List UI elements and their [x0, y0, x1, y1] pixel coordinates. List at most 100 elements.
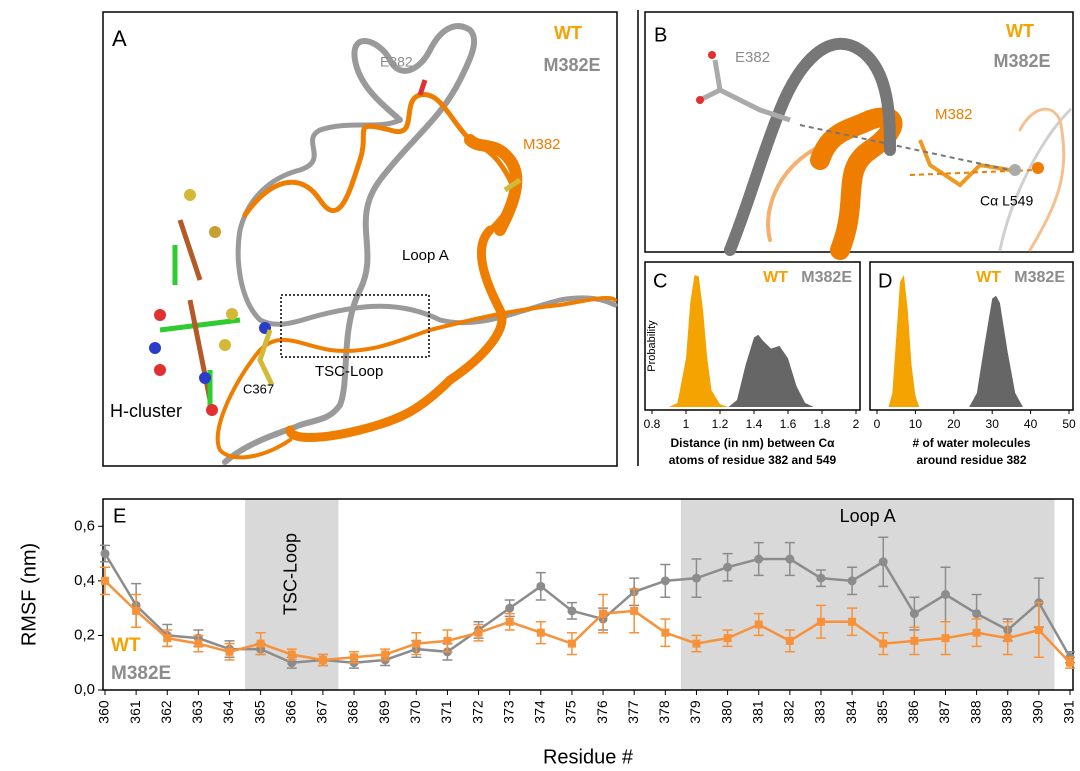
point [506, 618, 514, 626]
x-axis-label: Residue # [543, 746, 634, 768]
point [257, 640, 265, 648]
x-tick-label: 378 [656, 700, 672, 724]
point [101, 577, 109, 585]
x-tick-label: 1.8 [814, 417, 831, 431]
point [755, 621, 763, 629]
point [661, 629, 669, 637]
x-tick-label: 385 [874, 700, 890, 724]
label: E382 [735, 49, 770, 66]
point [443, 637, 451, 645]
point [350, 653, 358, 661]
point [973, 629, 981, 637]
x-axis-label: Distance (in nm) between Cα [670, 436, 835, 450]
x-tick-label: 383 [812, 700, 828, 724]
x-tick-label: 10 [909, 417, 923, 431]
x-tick-label: 389 [998, 700, 1014, 724]
point [848, 576, 857, 585]
x-tick-label: 1 [683, 417, 690, 431]
x-tick-label: 375 [563, 700, 579, 724]
label: Loop A [402, 247, 449, 264]
point [661, 576, 670, 585]
y-tick-label: 0,0 [74, 681, 95, 698]
x-tick-label: 1.2 [712, 417, 729, 431]
point [599, 610, 607, 618]
legend-wt: WT [1006, 21, 1034, 41]
point [816, 574, 825, 583]
legend-entry: M382E [801, 269, 852, 286]
point [381, 651, 389, 659]
x-tick-label: 373 [500, 700, 516, 724]
x-tick-label: 391 [1061, 700, 1077, 724]
y-tick-label: 0,2 [74, 626, 95, 643]
legend-entry: WT [111, 635, 141, 656]
legend-entry: WT [976, 269, 1001, 286]
point [568, 640, 576, 648]
x-tick-label: 1.6 [780, 417, 797, 431]
x-tick-label: 366 [282, 700, 298, 724]
point [754, 555, 763, 564]
x-tick-label: 364 [220, 700, 236, 724]
x-tick-label: 374 [532, 700, 548, 724]
point [910, 637, 918, 645]
panel-label: C [653, 270, 667, 292]
point [412, 640, 420, 648]
x-tick-label: 369 [376, 700, 392, 724]
legend-entry: M382E [1014, 269, 1065, 286]
x-tick-label: 367 [314, 700, 330, 724]
x-tick-label: 362 [158, 700, 174, 724]
point [723, 563, 732, 572]
legend-entry: WT [763, 269, 788, 286]
x-tick-label: 365 [251, 700, 267, 724]
x-tick-label: 30 [986, 417, 1000, 431]
x-tick-label: 361 [127, 700, 143, 724]
point [692, 640, 700, 648]
x-tick-label: 371 [438, 700, 454, 724]
panel-label: E [113, 505, 126, 527]
y-tick-label: 0,6 [74, 517, 95, 534]
legend-m382e: M382E [543, 55, 600, 75]
label: H-cluster [110, 401, 182, 421]
x-tick-label: 379 [687, 700, 703, 724]
point [941, 634, 949, 642]
point [848, 618, 856, 626]
x-tick-label: 0 [874, 417, 881, 431]
point [163, 634, 171, 642]
point [288, 651, 296, 659]
x-tick-label: 390 [1030, 700, 1046, 724]
x-tick-label: 0.8 [644, 417, 661, 431]
point [226, 648, 234, 656]
point [475, 629, 483, 637]
label: C367 [243, 381, 274, 396]
region-label: TSC-Loop [281, 533, 301, 615]
point [1004, 634, 1012, 642]
x-tick-label: 363 [189, 700, 205, 724]
panel-label: A [112, 26, 127, 51]
x-axis-label: atoms of residue 382 and 549 [669, 453, 837, 467]
point [879, 640, 887, 648]
x-tick-label: 2 [853, 417, 860, 431]
label: E382 [380, 54, 413, 70]
legend-m382e: M382E [993, 51, 1050, 71]
point [567, 606, 576, 615]
point [536, 582, 545, 591]
point [537, 629, 545, 637]
panel-label: D [878, 270, 892, 292]
x-tick-label: 372 [469, 700, 485, 724]
point [879, 557, 888, 566]
x-tick-label: 370 [407, 700, 423, 724]
x-tick-label: 20 [947, 417, 961, 431]
x-axis-label: # of water molecules [912, 436, 1030, 450]
x-tick-label: 382 [781, 700, 797, 724]
x-tick-label: 376 [594, 700, 610, 724]
point [786, 637, 794, 645]
x-tick-label: 388 [967, 700, 983, 724]
label: TSC-Loop [315, 363, 383, 380]
panel-label: B [654, 24, 667, 46]
label: Cα L549 [980, 193, 1033, 209]
point [692, 574, 701, 583]
x-tick-label: 381 [749, 700, 765, 724]
point [817, 618, 825, 626]
point [101, 549, 110, 558]
point [1066, 659, 1074, 667]
point [941, 590, 950, 599]
